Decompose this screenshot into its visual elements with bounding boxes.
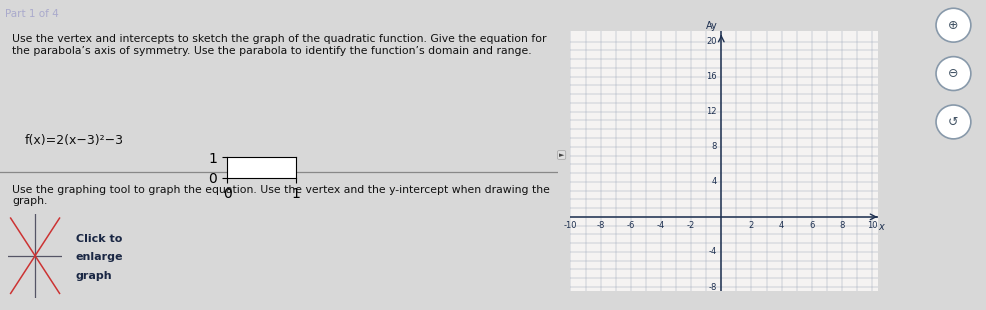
Text: ⊖: ⊖ [948, 67, 957, 80]
Text: enlarge: enlarge [76, 252, 123, 263]
Text: Ay: Ay [705, 21, 717, 31]
Text: 6: 6 [809, 221, 813, 230]
Text: 20: 20 [706, 37, 716, 46]
Text: -8: -8 [708, 282, 716, 291]
Text: -2: -2 [686, 221, 694, 230]
Text: f(x)=2(x−3)²−3: f(x)=2(x−3)²−3 [25, 134, 124, 147]
Text: ►: ► [558, 152, 564, 158]
Text: 2: 2 [748, 221, 753, 230]
Text: Use the graphing tool to graph the equation. Use the vertex and the y-intercept : Use the graphing tool to graph the equat… [12, 185, 549, 206]
Text: x: x [878, 222, 883, 232]
Text: 4: 4 [711, 177, 716, 186]
Circle shape [935, 57, 970, 91]
Text: 10: 10 [866, 221, 877, 230]
Text: ↺: ↺ [948, 115, 957, 128]
Text: 8: 8 [711, 142, 716, 151]
Text: 8: 8 [838, 221, 844, 230]
Text: Use the vertex and intercepts to sketch the graph of the quadratic function. Giv: Use the vertex and intercepts to sketch … [12, 34, 546, 55]
Text: -10: -10 [563, 221, 577, 230]
Text: • • •: • • • [250, 162, 273, 171]
Circle shape [935, 8, 970, 42]
Text: Click to: Click to [76, 234, 122, 244]
Circle shape [935, 105, 970, 139]
Text: 4: 4 [778, 221, 784, 230]
Text: 12: 12 [706, 107, 716, 116]
Text: 16: 16 [705, 72, 716, 81]
Text: -4: -4 [657, 221, 665, 230]
Text: -4: -4 [708, 247, 716, 256]
Text: -6: -6 [626, 221, 634, 230]
Text: -8: -8 [596, 221, 604, 230]
Text: Part 1 of 4: Part 1 of 4 [5, 9, 58, 19]
Text: graph: graph [76, 271, 112, 281]
Text: ⊕: ⊕ [948, 19, 957, 32]
